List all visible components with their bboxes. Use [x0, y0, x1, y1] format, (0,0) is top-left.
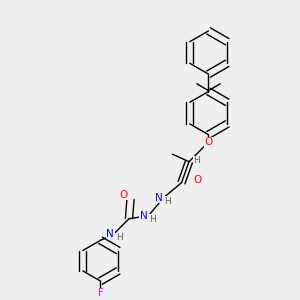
Text: N: N: [155, 193, 163, 203]
Text: F: F: [98, 288, 103, 298]
Text: N: N: [140, 211, 148, 221]
Text: O: O: [120, 190, 128, 200]
Text: O: O: [204, 137, 213, 147]
Text: N: N: [106, 229, 114, 239]
Text: H: H: [116, 233, 122, 242]
Text: H: H: [164, 197, 170, 206]
Text: H: H: [149, 215, 155, 224]
Text: H: H: [193, 156, 200, 165]
Text: O: O: [194, 175, 202, 185]
